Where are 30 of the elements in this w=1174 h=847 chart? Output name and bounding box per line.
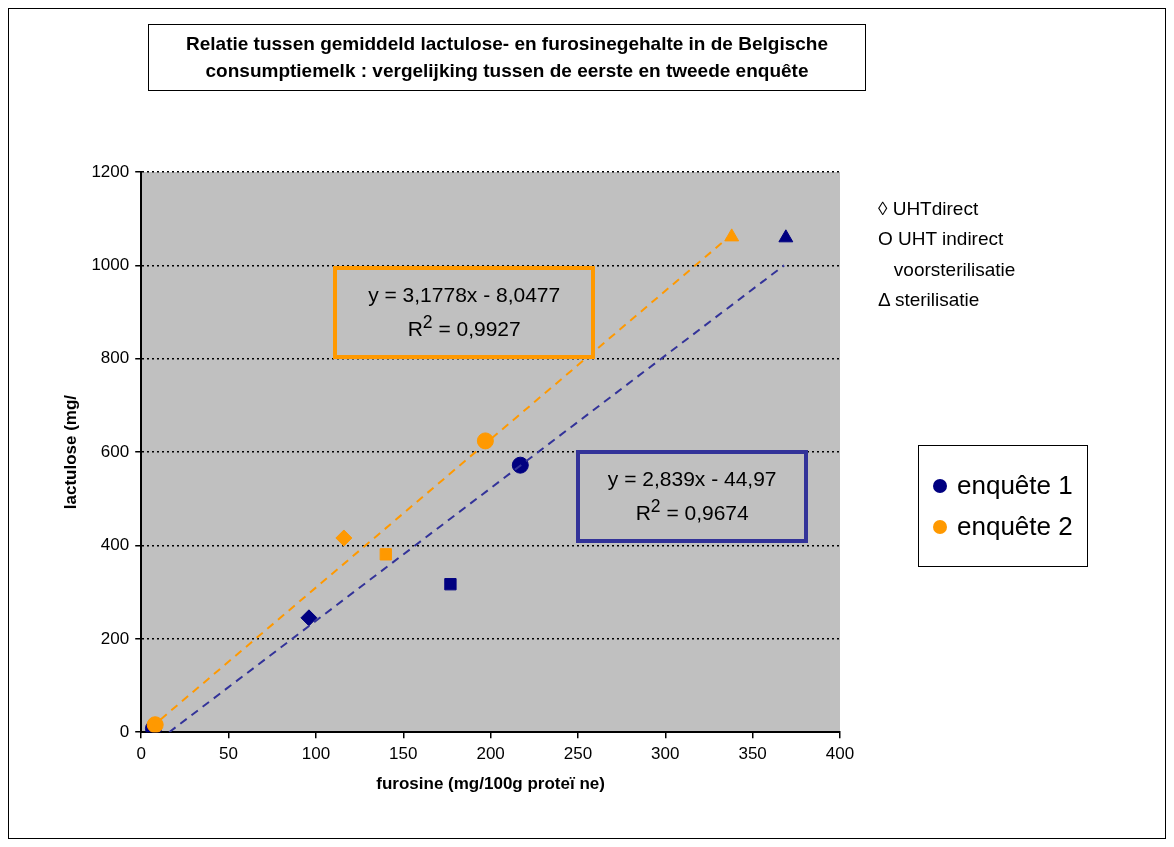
point [476,432,494,450]
x-axis-title: furosine (mg/100g proteï ne) [376,774,605,794]
point [511,456,529,474]
text-box: y = 3,1778x - 8,0477 R$^{2}$ = 0,9927 [333,266,596,359]
y-tick-label: 1000 [91,255,130,275]
y-tick-label: 400 [100,535,130,555]
point [300,609,318,627]
x-tick-label: 50 [219,744,239,764]
x-tick-label: 350 [738,744,767,764]
x-tick-label: 100 [301,744,331,764]
y-tick-label: 200 [100,628,130,648]
y-tick-label: 0 [119,721,130,741]
x-tick-label: 200 [476,744,505,764]
y-tick-label: 600 [100,441,130,461]
y-axis-title: lactulose (mg/ [60,394,80,510]
legend-label: enquête 1 [957,470,1073,501]
text-box: y = 2,839x - 44,97 R$^{2}$ = 0,9674 [576,450,809,543]
point [724,228,740,242]
legend-label: enquête 2 [957,511,1073,542]
x-tick-label: 250 [563,744,593,764]
y-tick-label: 800 [100,348,130,368]
point [335,529,353,547]
x-tick-label: 150 [389,744,418,764]
text: ◊ UHTdirect O UHT indirect voorsterilisatie Δ sterilisatie [878,197,1016,313]
x-tick-label: 400 [825,744,855,764]
point [778,229,794,243]
x-tick-label: 300 [651,744,680,764]
chart-title: Relatie tussen gemiddeld lactulose- en furosinegehalte in de Belgische consumptiemelk : vergelijking tussen de eerste en tweede enquête [148,24,866,92]
x-tick-label: 0 [136,744,146,764]
y-tick-label: 1200 [91,161,130,181]
